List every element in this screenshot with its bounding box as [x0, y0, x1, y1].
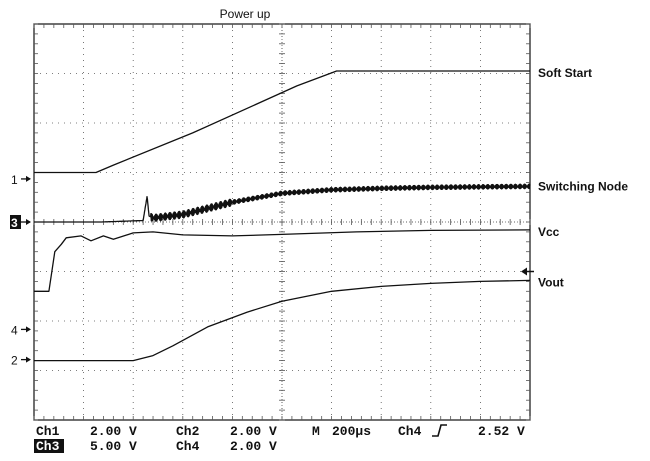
trace-vcc	[34, 229, 531, 292]
channel-marker: 2	[11, 354, 18, 368]
readout-item: Ch3	[36, 439, 60, 454]
chart-title: Power up	[220, 7, 271, 21]
readout-item: 2.52 V	[478, 424, 525, 439]
readout-highlight	[34, 439, 64, 453]
trace-soft-start	[34, 70, 530, 174]
marker-arrow-icon	[26, 356, 31, 363]
graticule	[33, 23, 531, 421]
trace-label: Vout	[538, 275, 564, 289]
channel-marker: 3	[11, 216, 18, 230]
readout-item: 200µs	[332, 424, 371, 439]
marker-arrow-icon	[26, 175, 31, 182]
trigger-level-arrow-icon	[521, 267, 527, 276]
readout-item: 2.00 V	[230, 439, 277, 454]
readout-item: 2.00 V	[90, 424, 137, 439]
channel-marker: 1	[11, 173, 18, 187]
readout-item: 5.00 V	[90, 439, 137, 454]
readout-item: Ch2	[176, 424, 200, 439]
marker-arrow-icon	[26, 326, 31, 333]
readout-item: 2.00 V	[230, 424, 277, 439]
trace-labels: Soft Start Switching Node Vcc Vout	[538, 66, 628, 289]
trace-label: Switching Node	[538, 179, 628, 193]
readout-item: Ch4	[398, 424, 422, 439]
traces	[33, 70, 531, 362]
channel-markers: 1 3 4 2	[10, 173, 534, 368]
marker-highlight	[10, 215, 21, 229]
marker-arrow-icon	[26, 219, 31, 225]
trace-switching-node	[33, 183, 531, 223]
readout-item: Ch4	[176, 439, 200, 454]
trace-label: Soft Start	[538, 66, 592, 80]
channel-marker: 4	[11, 323, 18, 337]
readout-item: M	[312, 424, 320, 439]
readout-item: Ch1	[36, 424, 60, 439]
settings-readout: Ch1 2.00 V Ch2 2.00 V M 200µs Ch4 2.52 V Ch3 5.00…	[34, 424, 525, 454]
rising-edge-icon	[432, 424, 447, 437]
trace-vout	[34, 279, 531, 362]
trace-label: Vcc	[538, 225, 560, 239]
